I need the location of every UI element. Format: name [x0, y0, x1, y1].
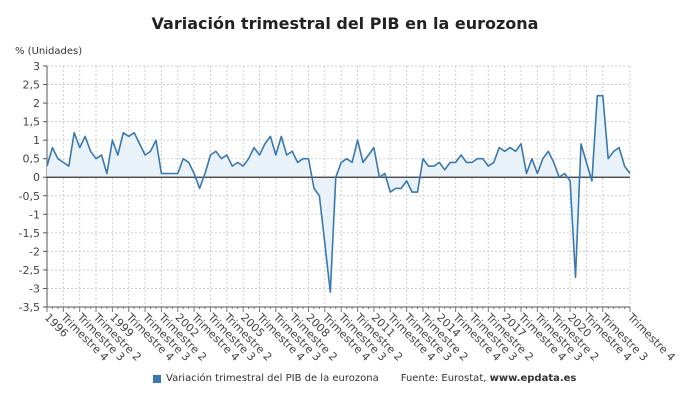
y-tick-label: -3,5 — [19, 301, 40, 314]
legend-swatch — [153, 374, 161, 383]
y-tick-label: 0,5 — [23, 153, 41, 166]
y-tick-label: -2 — [29, 245, 40, 258]
y-tick-label: -2,5 — [19, 264, 40, 277]
source-site: www.epdata.es — [489, 373, 577, 384]
y-tick-label: 2 — [33, 97, 40, 110]
y-tick-label: -1,5 — [19, 227, 40, 240]
y-axis-unit-label: % (Unidades) — [15, 46, 83, 57]
source-note: Fuente: Eurostat, www.epdata.es — [401, 373, 577, 384]
y-tick-label: 2,5 — [23, 79, 41, 92]
series-line — [46, 94, 631, 294]
y-tick-label: -1 — [29, 208, 40, 221]
y-tick-label: -3 — [29, 282, 40, 295]
legend-series-label: Variación trimestral del PIB de la euroz… — [166, 373, 379, 384]
y-tick-label: 0 — [33, 171, 40, 184]
y-tick-label: 1,5 — [23, 116, 41, 129]
y-tick-label: -0,5 — [19, 190, 40, 203]
source-prefix: Fuente: Eurostat, — [400, 373, 490, 384]
series-area — [47, 95, 630, 293]
y-tick-label: 1 — [33, 134, 40, 147]
chart-title: Variación trimestral del PIB en la euroz… — [151, 14, 539, 33]
y-tick-label: 3 — [33, 60, 40, 73]
legend: Variación trimestral del PIB de la euroz… — [153, 373, 576, 384]
